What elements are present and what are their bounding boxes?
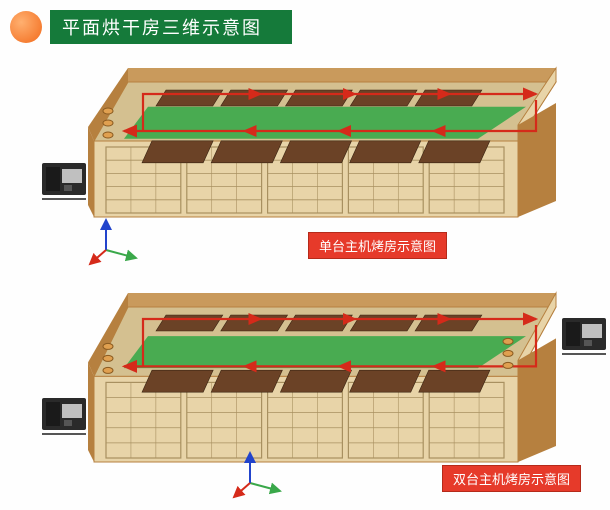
diagram-single-unit [86, 50, 566, 225]
page-header: 平面烘干房三维示意图 [10, 10, 292, 44]
diagram-dual-unit [86, 275, 566, 470]
hvac-unit-1 [40, 155, 92, 206]
caption-single: 单台主机烤房示意图 [308, 232, 447, 259]
hvac-unit-2b [560, 310, 610, 361]
hvac-unit-2a [40, 390, 92, 441]
title-dot-icon [10, 11, 42, 43]
page-title: 平面烘干房三维示意图 [50, 10, 292, 44]
axes-icon [86, 212, 146, 272]
caption-dual: 双台主机烤房示意图 [442, 465, 581, 492]
axes-icon [230, 445, 290, 505]
